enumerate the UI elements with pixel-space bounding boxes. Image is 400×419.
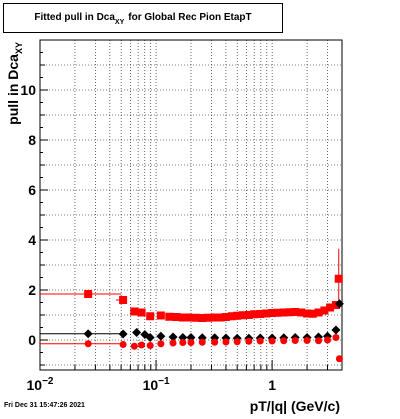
square-marker (256, 310, 265, 318)
y-tick-label: 6 (28, 182, 36, 198)
square-marker (250, 310, 259, 319)
diamond-marker (168, 332, 178, 342)
square-marker (84, 290, 93, 298)
square-marker (297, 308, 306, 317)
circle-marker (130, 342, 138, 350)
diamond-marker (334, 299, 344, 309)
diamond-marker (118, 329, 128, 339)
square-marker (203, 313, 212, 322)
square-marker (334, 274, 343, 283)
square-marker (320, 306, 329, 315)
square-marker (210, 313, 219, 322)
circle-marker (245, 337, 253, 345)
square-marker (146, 312, 155, 321)
axes (39, 39, 343, 371)
diamond-marker (145, 333, 155, 342)
circle-marker (157, 340, 165, 348)
diamond-marker (132, 328, 142, 337)
square-marker (165, 312, 174, 321)
chart-title-box: Fitted pull in Dca XY for Global Rec Pio… (3, 3, 283, 33)
square-marker (119, 296, 128, 304)
y-axis-label: pull in DcaXY (5, 42, 24, 125)
square-marker (178, 313, 187, 322)
circle-marker (332, 334, 340, 341)
square-marker (314, 308, 323, 317)
axis-labels: 0 2 4 6 8 10 10−2 10−1 1 pT/|q| (GeV/c) pull in Dc… (5, 42, 340, 414)
circle-marker (291, 337, 299, 344)
square-marker (308, 309, 317, 318)
diamond-marker (186, 333, 196, 342)
circle-marker (268, 337, 276, 345)
square-marker (273, 308, 282, 317)
square-marker (137, 308, 146, 317)
x-tick-label: 10−2 (27, 376, 54, 393)
circle-marker (169, 339, 177, 347)
square-marker (221, 313, 230, 321)
circle-marker (303, 337, 311, 344)
circle-marker (256, 337, 264, 345)
square-marker (279, 308, 288, 317)
circle-marker (179, 339, 187, 346)
circle-marker (233, 338, 241, 346)
circle-marker (335, 355, 343, 363)
square-marker (191, 313, 200, 322)
diamond-marker (331, 325, 341, 335)
circle-marker (119, 341, 127, 348)
circle-marker (146, 342, 154, 349)
square-marker (172, 313, 181, 321)
circle-marker (84, 340, 92, 348)
y-tick-label: 2 (28, 282, 36, 298)
circle-marker (198, 338, 206, 346)
data-points (83, 274, 344, 363)
diamond-marker (83, 329, 93, 339)
square-marker (216, 313, 225, 322)
timestamp-footer: Fri Dec 31 15:47:26 2021 (4, 402, 85, 409)
diamond-marker (156, 331, 166, 341)
diamond-marker (178, 333, 188, 342)
chart-title-subscript: XY (114, 18, 125, 26)
square-marker (268, 309, 277, 317)
y-tick-label: 10 (20, 82, 36, 98)
square-marker (198, 314, 207, 322)
chart-title-prefix: Fitted pull in Dca (34, 12, 115, 23)
square-marker (303, 309, 312, 318)
square-marker (331, 301, 340, 309)
square-marker (233, 311, 242, 320)
square-marker (291, 308, 300, 316)
y-tick-label: 8 (28, 132, 36, 148)
circle-marker (222, 338, 230, 346)
y-tick-label: 0 (28, 332, 36, 348)
square-marker (326, 303, 335, 312)
x-tick-label: 1 (268, 377, 276, 393)
chart-title-suffix: for Global Rec Pion EtapT (128, 12, 252, 23)
y-tick-label: 4 (28, 232, 36, 248)
x-axis-label: pT/|q| (GeV/c) (250, 398, 340, 414)
square-marker (130, 307, 139, 316)
square-marker (156, 311, 165, 320)
circle-marker (138, 341, 146, 349)
square-marker (285, 308, 294, 317)
x-tick-label: 10−1 (143, 376, 170, 393)
square-marker (227, 312, 236, 321)
circle-marker (315, 337, 323, 345)
circle-marker (211, 338, 219, 346)
square-marker (262, 309, 271, 318)
circle-marker (280, 337, 288, 345)
circle-marker (323, 336, 331, 344)
square-marker (244, 311, 253, 319)
square-marker (184, 313, 193, 322)
circle-marker (187, 339, 195, 346)
square-marker (238, 311, 247, 320)
